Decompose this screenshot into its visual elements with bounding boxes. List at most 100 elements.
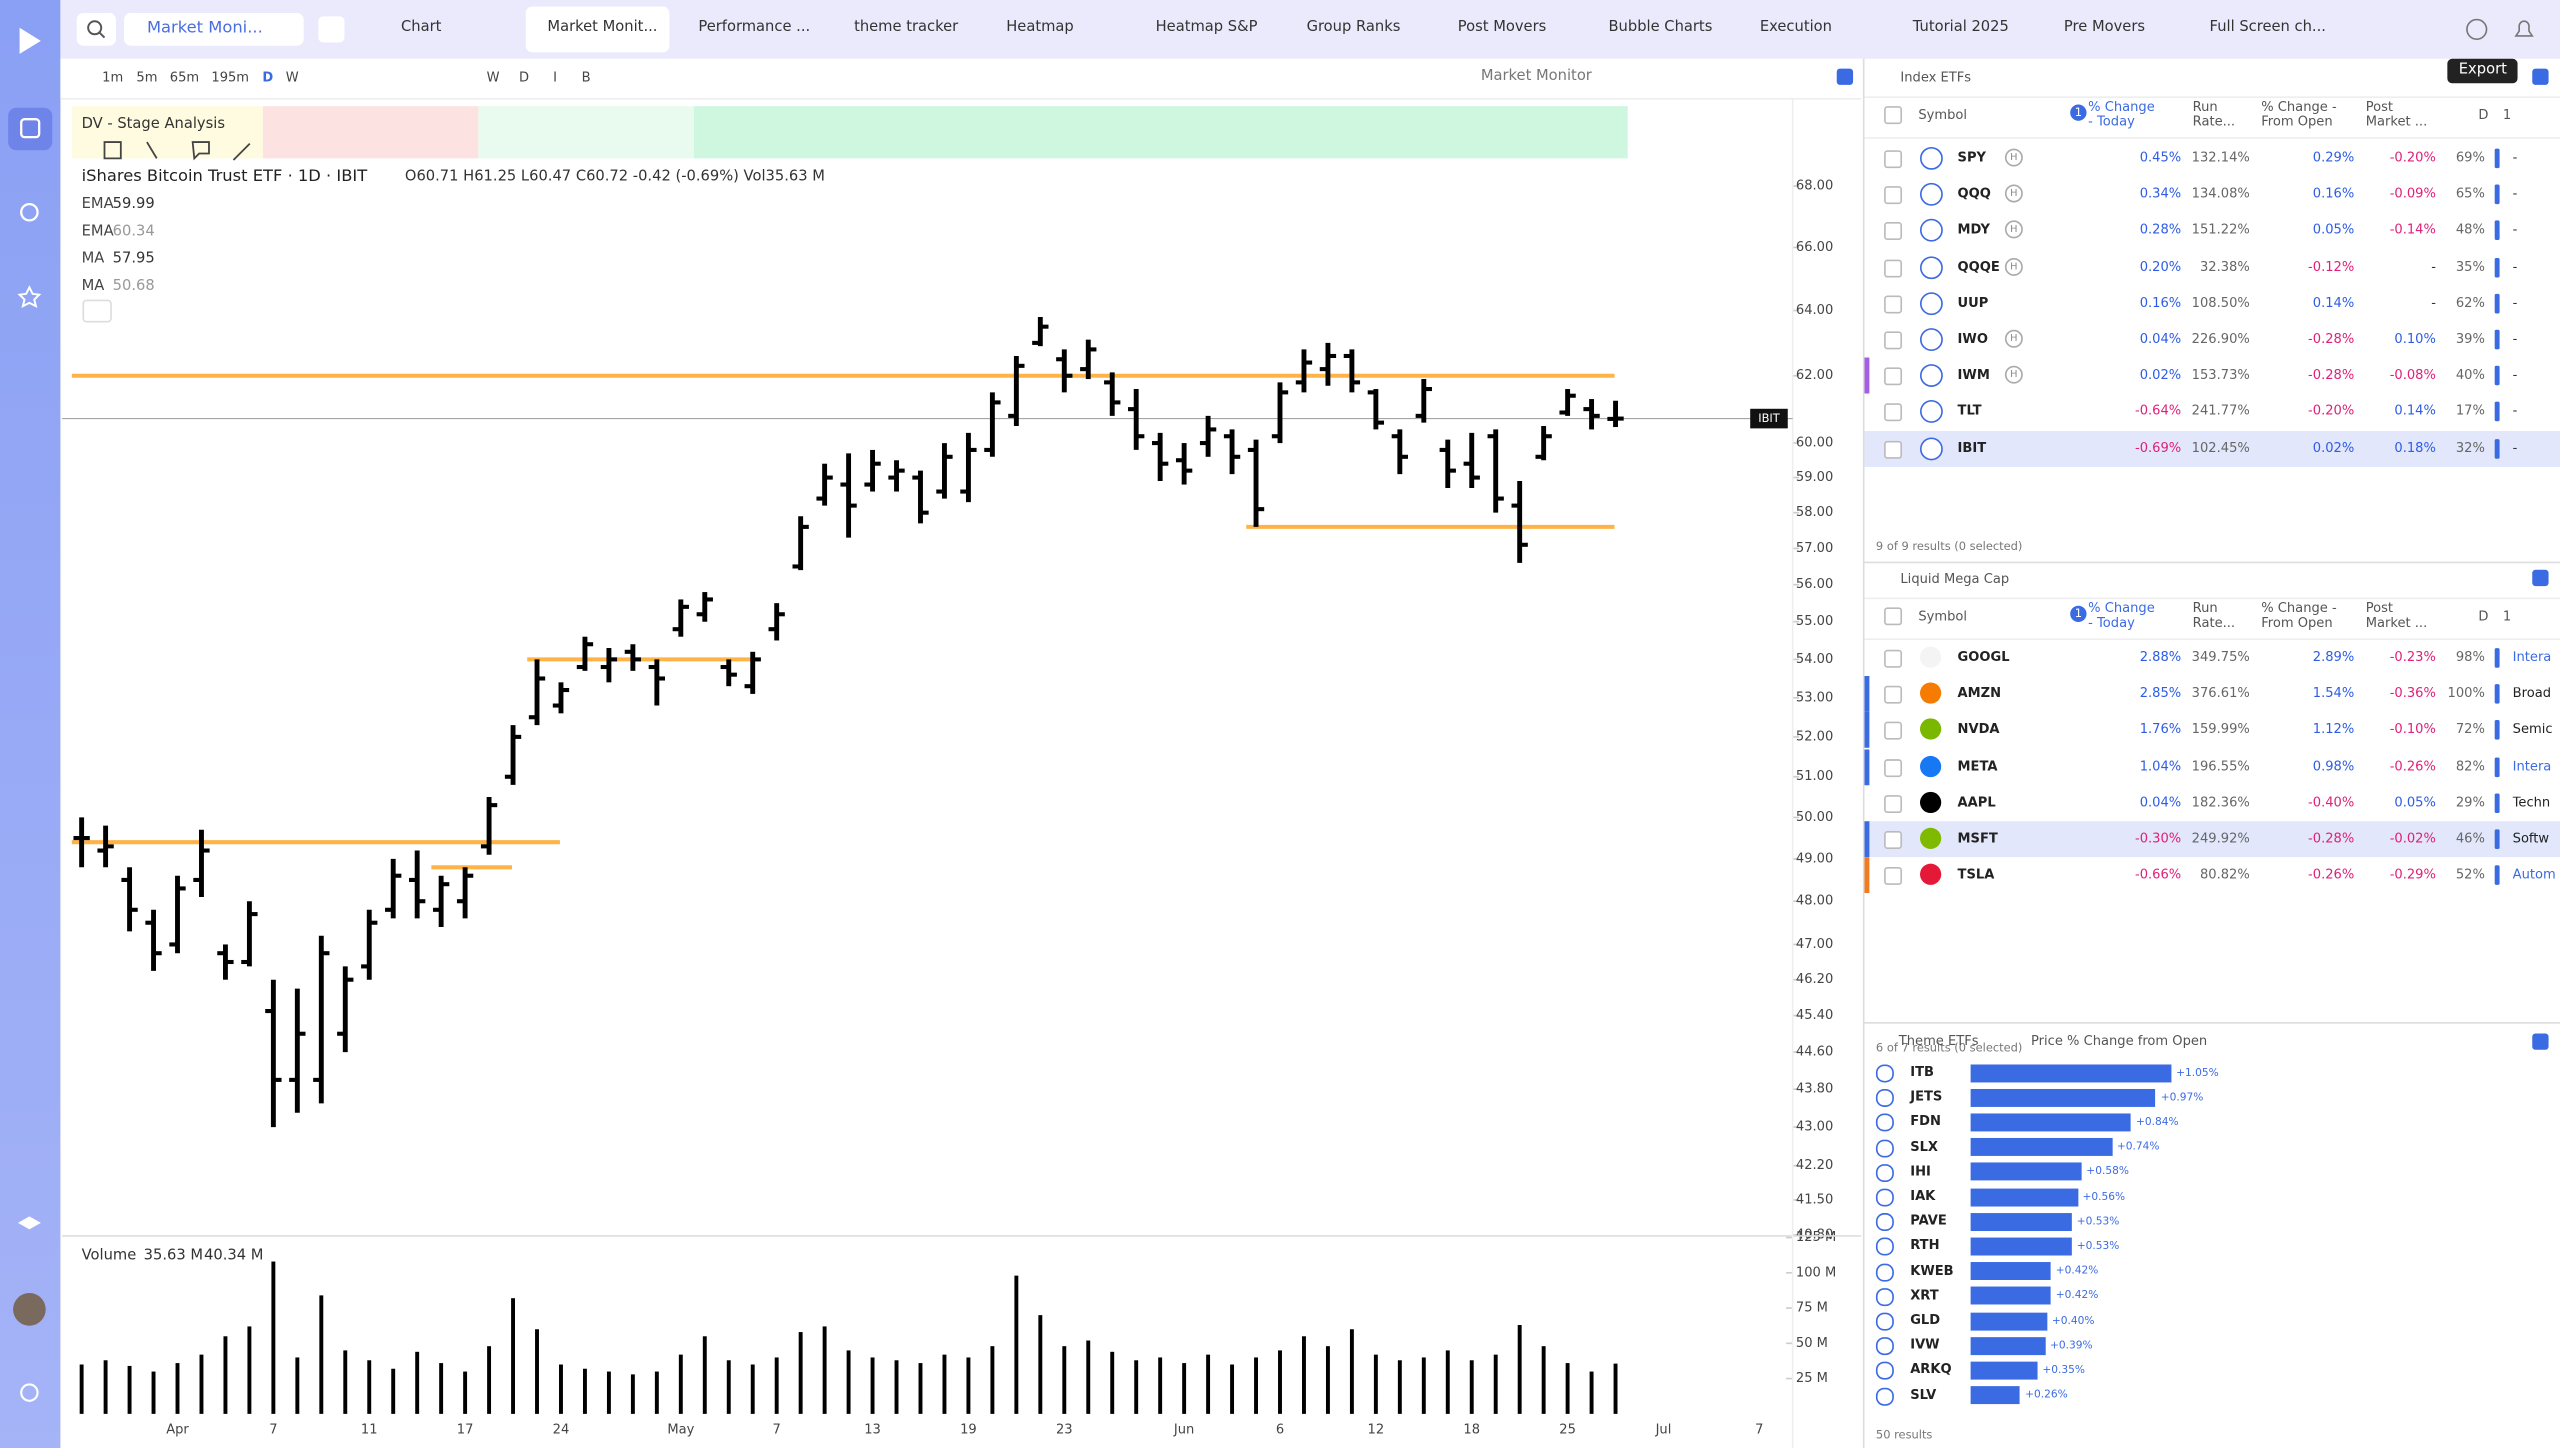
play-icon[interactable]: [1919, 364, 1943, 388]
column-header[interactable]: % Change - From Open: [2261, 600, 2337, 631]
grid-button[interactable]: [318, 16, 345, 43]
bar[interactable]: [1970, 1361, 2038, 1380]
bar[interactable]: [1970, 1113, 2132, 1132]
play-icon[interactable]: [1875, 1188, 1894, 1207]
play-icon[interactable]: [1875, 1337, 1894, 1356]
play-icon[interactable]: [1875, 1238, 1894, 1257]
row-checkbox[interactable]: [1884, 758, 1903, 777]
bar[interactable]: [1970, 1187, 2078, 1206]
search-button[interactable]: [76, 13, 116, 46]
bar[interactable]: [1970, 1063, 2172, 1082]
table-row[interactable]: NVDA 1.76% 159.99% 1.12% -0.10% 72% Semic: [1864, 712, 2560, 748]
column-header[interactable]: Post Market ...: [2365, 99, 2428, 130]
table-row[interactable]: IWO H 0.04% 226.90% -0.28% 0.10% 39% -: [1864, 322, 2560, 358]
tab[interactable]: Chart: [401, 19, 442, 36]
play-icon[interactable]: [1919, 436, 1943, 460]
select-all[interactable]: [1884, 607, 1903, 626]
collapse-button[interactable]: [82, 299, 112, 323]
row-checkbox[interactable]: [1884, 831, 1903, 849]
play-icon[interactable]: [1919, 255, 1943, 279]
nav-icon[interactable]: [17, 285, 42, 308]
style-button[interactable]: I: [553, 70, 558, 85]
color-box[interactable]: [1836, 68, 1854, 85]
nav-icon[interactable]: [17, 1216, 41, 1230]
row-checkbox[interactable]: [1884, 686, 1903, 704]
play-icon[interactable]: [1919, 219, 1943, 243]
tab[interactable]: Bubble Charts: [1608, 19, 1713, 36]
play-icon[interactable]: [1875, 1263, 1894, 1281]
tab[interactable]: Group Ranks: [1306, 19, 1401, 36]
tab[interactable]: Pre Movers: [2063, 19, 2146, 36]
select-all[interactable]: [1884, 106, 1903, 125]
bar[interactable]: [1970, 1162, 2082, 1181]
bell[interactable]: [2514, 20, 2534, 37]
table-row[interactable]: UUP 0.16% 108.50% 0.14% - 62% -: [1864, 285, 2560, 321]
play-icon[interactable]: [1875, 1312, 1894, 1331]
column-header[interactable]: Run Rate...: [2192, 600, 2236, 631]
play-icon[interactable]: [1875, 1163, 1894, 1182]
table-row[interactable]: MSFT -0.30% 249.92% -0.28% -0.02% 46% Softw: [1864, 821, 2560, 858]
bar[interactable]: [1970, 1237, 2072, 1256]
dropdown-box[interactable]: [124, 13, 304, 46]
row-checkbox[interactable]: [1884, 794, 1903, 813]
play-icon[interactable]: [1875, 1387, 1894, 1406]
interval[interactable]: 195m: [211, 70, 250, 85]
play-icon[interactable]: [1875, 1064, 1894, 1083]
column-header[interactable]: Run Rate...: [2192, 99, 2236, 130]
tab[interactable]: Full Screen ch...: [2209, 19, 2326, 36]
row-checkbox[interactable]: [1884, 403, 1903, 422]
table-row[interactable]: TSLA -0.66% 80.82% -0.26% -0.29% 52% Autom: [1864, 857, 2560, 893]
row-checkbox[interactable]: [1884, 331, 1903, 350]
bar[interactable]: [1970, 1088, 2156, 1107]
tab[interactable]: Performance ...: [698, 19, 811, 36]
avatar[interactable]: [13, 1293, 46, 1326]
play-icon[interactable]: [1919, 291, 1943, 315]
help[interactable]: [20, 1383, 39, 1402]
tab[interactable]: Market Monit...: [547, 19, 658, 36]
column-header[interactable]: Symbol: [1918, 608, 1968, 624]
play-icon[interactable]: [1919, 183, 1943, 207]
tab[interactable]: Heatmap: [1006, 19, 1074, 36]
tab[interactable]: Post Movers: [1457, 19, 1547, 36]
table-row[interactable]: META 1.04% 196.55% 0.98% -0.26% 82% Intera: [1864, 749, 2560, 785]
play-icon[interactable]: [1875, 1138, 1894, 1157]
column-header[interactable]: Post Market ...: [2365, 600, 2428, 631]
table-row[interactable]: SPY H 0.45% 132.14% 0.29% -0.20% 69% -: [1864, 140, 2560, 176]
play-icon[interactable]: [1875, 1089, 1894, 1108]
dropdown[interactable]: Market Moni...: [146, 19, 263, 38]
play-icon[interactable]: [1875, 1213, 1894, 1232]
bar[interactable]: [1970, 1212, 2072, 1231]
table-row[interactable]: QQQ H 0.34% 134.08% 0.16% -0.09% 65% -: [1864, 177, 2560, 213]
column-header[interactable]: % Change - From Open: [2261, 99, 2337, 130]
play-icon[interactable]: [1919, 146, 1943, 170]
layout-name[interactable]: Market Monitor: [1480, 68, 1592, 85]
tab[interactable]: theme tracker: [854, 19, 959, 36]
table-row[interactable]: GOOGL 2.88% 349.75% 2.89% -0.23% 98% Intera: [1864, 640, 2560, 676]
bar[interactable]: [1970, 1138, 2112, 1157]
play-icon[interactable]: [1875, 1114, 1894, 1133]
share[interactable]: [2466, 18, 2488, 40]
table-row[interactable]: IWM H 0.02% 153.73% -0.28% -0.08% 40% -: [1864, 358, 2560, 394]
column-header[interactable]: % Change - Today: [2088, 99, 2155, 130]
row-checkbox[interactable]: [1884, 295, 1903, 314]
interval[interactable]: D: [262, 70, 274, 85]
nav-active[interactable]: [8, 107, 53, 151]
column-header[interactable]: 1: [2502, 107, 2512, 123]
nav-icon[interactable]: [20, 202, 39, 222]
row-checkbox[interactable]: [1884, 258, 1903, 277]
table-row[interactable]: IBIT -0.69% 102.45% 0.02% 0.18% 32% -: [1864, 430, 2560, 467]
nav-icon[interactable]: [20, 118, 41, 139]
row-checkbox[interactable]: [1884, 222, 1903, 241]
table-row[interactable]: TLT -0.64% 241.77% -0.20% 0.14% 17% -: [1864, 394, 2560, 430]
interval[interactable]: 65m: [169, 70, 200, 85]
row-checkbox[interactable]: [1884, 649, 1903, 668]
style-button[interactable]: B: [581, 70, 591, 85]
tab[interactable]: Tutorial 2025: [1912, 19, 2009, 36]
bar[interactable]: [1970, 1336, 2046, 1355]
column-header[interactable]: % Change - Today: [2088, 600, 2155, 631]
table-row[interactable]: QQQE H 0.20% 32.38% -0.12% - 35% -: [1864, 249, 2560, 285]
tab[interactable]: Execution: [1759, 19, 1832, 36]
play-icon[interactable]: [1919, 400, 1943, 424]
row-checkbox[interactable]: [1884, 186, 1903, 205]
table-row[interactable]: MDY H 0.28% 151.22% 0.05% -0.14% 48% -: [1864, 213, 2560, 249]
